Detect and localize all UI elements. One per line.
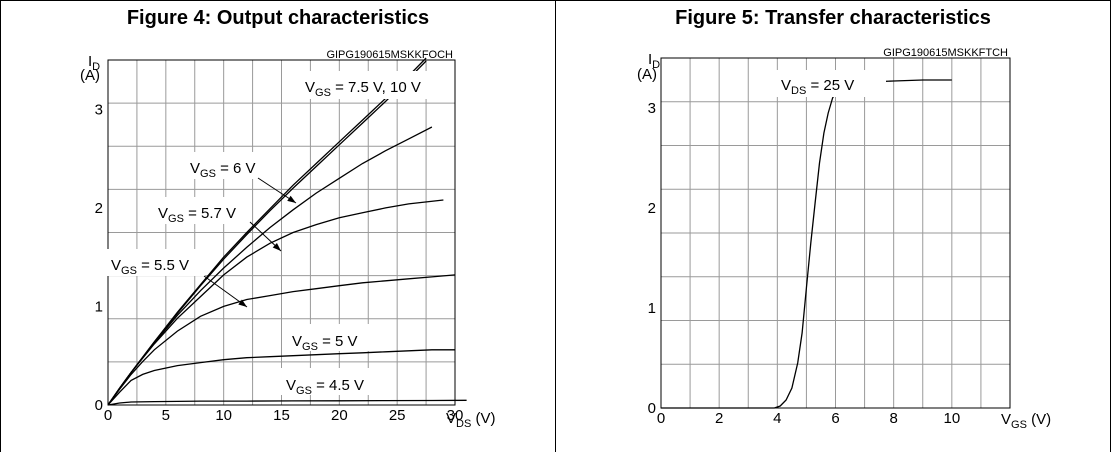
y-axis-label: ID xyxy=(648,51,660,71)
figure-4-panel: Figure 4: Output characteristics xyxy=(0,0,556,452)
annotation-arrowhead xyxy=(238,299,247,307)
x-tick-label: 4 xyxy=(773,410,781,427)
x-tick-label: 20 xyxy=(331,407,348,424)
x-tick-label: 30 xyxy=(447,407,464,424)
annotation-background xyxy=(300,71,454,99)
series-line xyxy=(107,349,455,406)
figure-code: GIPG190615MSKKFTCH xyxy=(883,47,1008,59)
y-tick-label: 0 xyxy=(648,400,656,417)
annotation-arrow xyxy=(203,275,248,308)
series-annotation: VGS = 6 V xyxy=(190,160,256,180)
x-tick-label: 5 xyxy=(162,407,170,424)
series-annotation: VGS = 5 V xyxy=(292,333,358,353)
figure-5-title: Figure 5: Transfer characteristics xyxy=(675,7,991,29)
x-axis-label: VGS (V) xyxy=(1001,411,1051,431)
series-annotation: VDS = 25 V xyxy=(781,77,854,97)
x-tick-label: 2 xyxy=(715,410,723,427)
annotation-background xyxy=(184,152,260,179)
y-axis-unit: (A) xyxy=(637,66,657,83)
annotation-background xyxy=(776,70,886,97)
series-line xyxy=(107,57,427,406)
annotation-background xyxy=(152,197,252,224)
transfer-characteristics-chart: 0 2 4 6 8 10 0 1 2 3 ID(A) VGS (V) GIPG190615MSKKFTC… xyxy=(637,47,1051,431)
annotation-background xyxy=(286,324,378,351)
x-tick-label: 0 xyxy=(104,407,112,424)
series-annotation: VGS = 5.5 V xyxy=(111,257,189,277)
y-tick-label: 1 xyxy=(648,300,656,317)
x-tick-label: 15 xyxy=(273,407,290,424)
annotation-arrowhead xyxy=(287,195,296,203)
figure-code: GIPG190615MSKKFOCH xyxy=(326,49,453,61)
x-tick-label: 0 xyxy=(657,410,665,427)
y-axis-label: ID xyxy=(88,53,100,73)
y-tick-label: 1 xyxy=(95,298,103,315)
series-annotation: VGS = 7.5 V, 10 V xyxy=(305,79,421,99)
x-tick-label: 8 xyxy=(889,410,897,427)
y-axis-unit: (A) xyxy=(80,67,100,84)
y-tick-label: 3 xyxy=(95,101,103,118)
y-tick-label: 2 xyxy=(95,200,103,217)
x-tick-label: 10 xyxy=(943,410,960,427)
series-annotation: VGS = 5.7 V xyxy=(158,205,236,225)
x-tick-label: 10 xyxy=(215,407,232,424)
series-line xyxy=(107,199,444,406)
output-characteristics-chart: 0 5 10 15 20 25 30 0 1 2 3 ID(A) VDS (V) GIPG190615MS… xyxy=(80,49,495,430)
series-line xyxy=(107,274,456,406)
figure-4-title: Figure 4: Output characteristics xyxy=(126,7,430,29)
x-axis-label: VDS (V) xyxy=(446,410,495,430)
y-tick-label: 2 xyxy=(648,200,656,217)
y-tick-label: 0 xyxy=(95,397,103,414)
annotation-arrowhead xyxy=(272,242,281,251)
annotation-background xyxy=(105,249,205,276)
series-annotation: VGS = 4.5 V xyxy=(286,377,364,397)
x-tick-label: 25 xyxy=(389,407,406,424)
x-tick-label: 6 xyxy=(831,410,839,427)
plot-frame xyxy=(107,59,456,406)
y-tick-label: 3 xyxy=(648,100,656,117)
annotation-background xyxy=(280,368,386,395)
plot-frame xyxy=(660,57,1011,409)
series-line xyxy=(107,399,467,406)
